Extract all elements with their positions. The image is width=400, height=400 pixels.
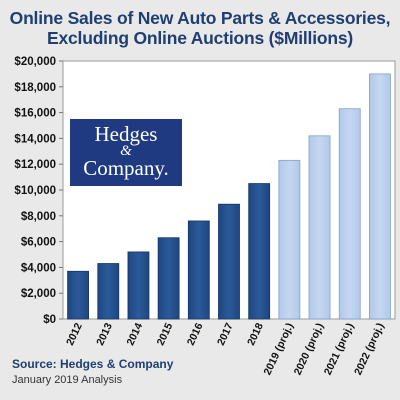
x-tick-label: 2019 (proj.) (262, 321, 297, 377)
x-tick-label: 2015 (155, 321, 176, 347)
projected-bar (338, 108, 361, 320)
y-tick-label: $18,000 (14, 82, 56, 94)
y-tick-label: $4,000 (21, 262, 56, 274)
actual-bar (97, 263, 120, 320)
x-tick-label: 2014 (124, 321, 145, 347)
actual-bar (127, 251, 150, 320)
actual-bar (157, 237, 180, 320)
actual-bar (67, 270, 89, 320)
x-tick-label: 2018 (245, 321, 266, 347)
analysis-date: January 2019 Analysis (12, 374, 123, 386)
logo-ampersand: & (120, 143, 132, 159)
x-tick-label: 2013 (94, 321, 115, 347)
y-tick-label: $8,000 (21, 211, 56, 223)
projected-bar (278, 159, 301, 320)
projected-bar (369, 73, 391, 320)
chart-title-line-1: Online Sales of New Auto Parts & Accesso… (9, 8, 391, 28)
y-tick-label: $2,000 (21, 288, 56, 300)
chart-title-line-2: Excluding Online Auctions ($Millions) (47, 28, 353, 48)
projected-bar (308, 135, 331, 320)
logo-line-3: Company. (83, 156, 169, 180)
y-tick-label: $6,000 (21, 237, 56, 249)
x-tick-label: 2012 (64, 321, 85, 347)
hedges-company-logo: Hedges & Company. (70, 119, 182, 186)
y-tick-label: $0 (43, 314, 56, 326)
actual-bar (218, 203, 240, 320)
y-tick-label: $20,000 (14, 56, 56, 68)
chart-title: Online Sales of New Auto Parts & Accesso… (0, 8, 400, 48)
y-tick-label: $10,000 (14, 185, 56, 197)
y-tick-label: $14,000 (14, 133, 56, 145)
x-tick-label: 2017 (215, 321, 236, 347)
x-tick-label: 2022 (proj.) (352, 321, 387, 377)
actual-bar (187, 220, 210, 320)
x-tick-label: 2021 (proj.) (322, 321, 357, 377)
source-text: Source: Hedges & Company (12, 357, 174, 371)
actual-bar (248, 183, 271, 320)
y-tick-label: $12,000 (14, 159, 56, 171)
x-tick-label: 2016 (185, 321, 206, 347)
y-tick-label: $16,000 (14, 108, 56, 120)
logo-line-1: Hedges (94, 122, 158, 146)
x-tick-label: 2020 (proj.) (292, 321, 327, 377)
